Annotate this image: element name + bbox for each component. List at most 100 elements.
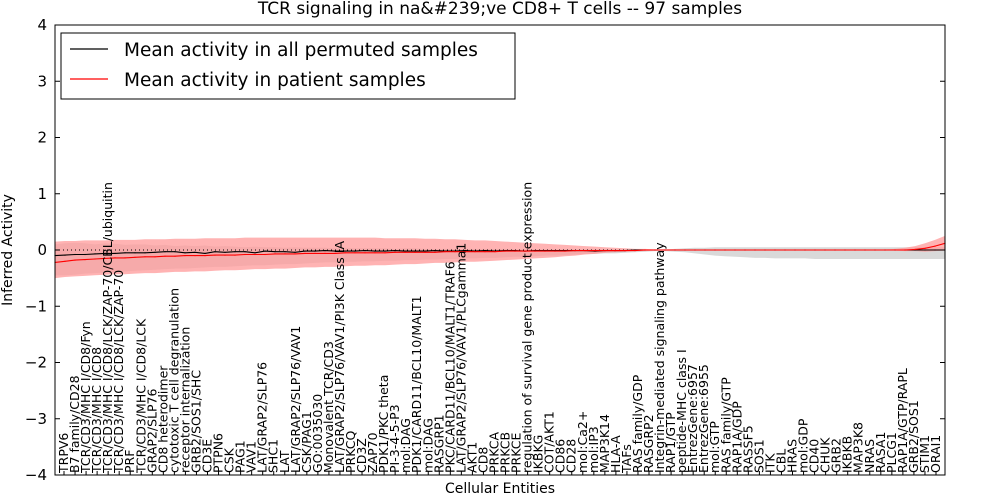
x-tick-label: RASGRP2 <box>641 414 656 473</box>
point-patient <box>664 249 666 251</box>
point-patient <box>624 250 626 252</box>
point-permuted <box>94 253 96 255</box>
point-patient <box>494 251 496 253</box>
x-tick-label: CSK/PAG1 <box>299 411 314 473</box>
x-tick-label: LAT <box>277 450 292 473</box>
x-tick-label: IKBKG <box>531 435 546 473</box>
point-patient <box>404 251 406 253</box>
x-tick-label: RASSF5 <box>740 425 755 473</box>
x-tick-label: CSK <box>222 447 237 473</box>
point-patient <box>534 250 536 252</box>
point-patient <box>554 250 556 252</box>
x-tick-label: TCR/CD3/MHC I/CD8/LCK/ZAP-70 <box>111 270 126 474</box>
x-tick-label: LAT/GRAP2/SLP76/VAV1/PLCgamma1 <box>453 243 468 473</box>
x-tick-label: mol:GTP <box>707 421 722 473</box>
point-patient <box>914 248 916 250</box>
point-patient <box>424 251 426 253</box>
x-tick-label: ITK <box>762 453 777 473</box>
y-tick-label: 0 <box>37 241 47 259</box>
point-patient <box>794 249 796 251</box>
x-tick-label: LAT/GRAP2/SLP76/VAV1/PI3K Class IA <box>332 241 347 473</box>
x-tick-label: cytotoxic T cell degranulation <box>166 288 181 473</box>
point-patient <box>294 253 296 255</box>
point-patient <box>754 249 756 251</box>
x-tick-label: GO:0035030 <box>310 394 325 473</box>
point-permuted <box>424 250 426 252</box>
y-axis-title: Inferred Activity <box>0 194 16 306</box>
point-permuted <box>304 250 306 252</box>
point-patient <box>144 256 146 258</box>
x-tick-label: Monovalent TCR/CD3 <box>321 341 336 473</box>
point-patient <box>684 249 686 251</box>
x-tick-label: TAFs <box>619 444 634 474</box>
x-tick-label: AKT1 <box>464 442 479 473</box>
point-patient <box>874 249 876 251</box>
x-tick-label: PKC/CARD11/BCL10/MALT1/TRAF6 <box>442 261 457 473</box>
x-tick-label: GRB2/SOS1 <box>906 400 921 473</box>
x-tick-label: MAP3K8 <box>851 422 866 473</box>
x-tick-label: MAP3K14 <box>597 414 612 473</box>
x-tick-label: PAG1 <box>233 440 248 473</box>
point-permuted <box>394 250 396 252</box>
chart-title: TCR signaling in na&#239;ve CD8+ T cells… <box>257 0 742 19</box>
point-patient <box>304 252 306 254</box>
line-patient <box>54 242 946 263</box>
point-permuted <box>174 251 176 253</box>
point-permuted <box>184 252 186 254</box>
point-patient <box>414 251 416 253</box>
point-patient <box>244 253 246 256</box>
x-tick-label: PLCG1 <box>884 432 899 473</box>
point-patient <box>134 256 136 258</box>
x-tick-label: GRB2 <box>829 438 844 473</box>
point-permuted <box>284 251 286 253</box>
point-patient <box>594 250 596 252</box>
point-patient <box>824 249 826 251</box>
x-tick-label: NRAS <box>862 439 877 473</box>
point-patient <box>154 256 156 258</box>
point-patient <box>484 251 486 253</box>
point-patient <box>904 249 906 251</box>
point-patient <box>584 250 586 252</box>
x-tick-label: ZAP70 <box>365 432 380 473</box>
y-tick-label: −2 <box>25 354 47 372</box>
x-tick-label: EntrezGene:6955 <box>696 364 711 473</box>
point-patient <box>734 249 736 251</box>
x-tick-label: RAP1A/GTP/RAPL <box>895 368 910 473</box>
point-patient <box>314 252 316 254</box>
x-tick-label: EntrezGene:6957 <box>685 364 700 473</box>
point-patient <box>74 259 76 261</box>
x-tick-label: CD8 heterodimer <box>155 365 170 473</box>
point-patient <box>524 250 526 252</box>
y-tick-label: 3 <box>37 72 47 90</box>
x-tick-label: Integrin-mediated signaling pathway <box>652 242 667 473</box>
point-patient <box>94 258 96 260</box>
point-patient <box>784 249 786 251</box>
point-patient <box>814 249 816 251</box>
x-tick-label: CD86 <box>553 439 568 473</box>
x-tick-label: PDK1/CARD11/BCL10/MALT1 <box>409 295 424 473</box>
point-permuted <box>214 251 216 253</box>
point-patient <box>614 250 616 252</box>
point-patient <box>374 252 376 254</box>
point-patient <box>264 253 266 256</box>
point-patient <box>854 249 856 251</box>
point-permuted <box>144 252 146 254</box>
x-tick-label: GRB2/SOS1/SHC <box>189 370 204 473</box>
point-patient <box>184 255 186 257</box>
x-tick-label: PRKCA <box>487 432 502 473</box>
x-tick-label: mol:DAG <box>398 418 413 473</box>
x-axis-title: Cellular Entities <box>445 481 555 497</box>
point-patient <box>544 250 546 252</box>
x-tick-label: RAP1A/GDP <box>729 401 744 473</box>
y-tick-label: −4 <box>25 466 47 484</box>
point-permuted <box>484 250 486 252</box>
point-patient <box>764 249 766 251</box>
x-tick-label: TCR/CD3/MHC I/CD8/Fyn <box>78 321 93 474</box>
x-tick-label: PTPN6 <box>211 433 226 473</box>
x-tick-label: TCR/CD3/MHC I/CD8/LCK/ZAP-70/CBL/ubiquit… <box>100 182 115 474</box>
x-tick-label: LAT/GRAP2/SLP76/VAV1 <box>288 326 303 473</box>
point-patient <box>384 252 386 254</box>
x-tick-label: mol:GDP <box>796 418 811 473</box>
point-patient <box>694 249 696 251</box>
point-permuted <box>84 253 86 256</box>
